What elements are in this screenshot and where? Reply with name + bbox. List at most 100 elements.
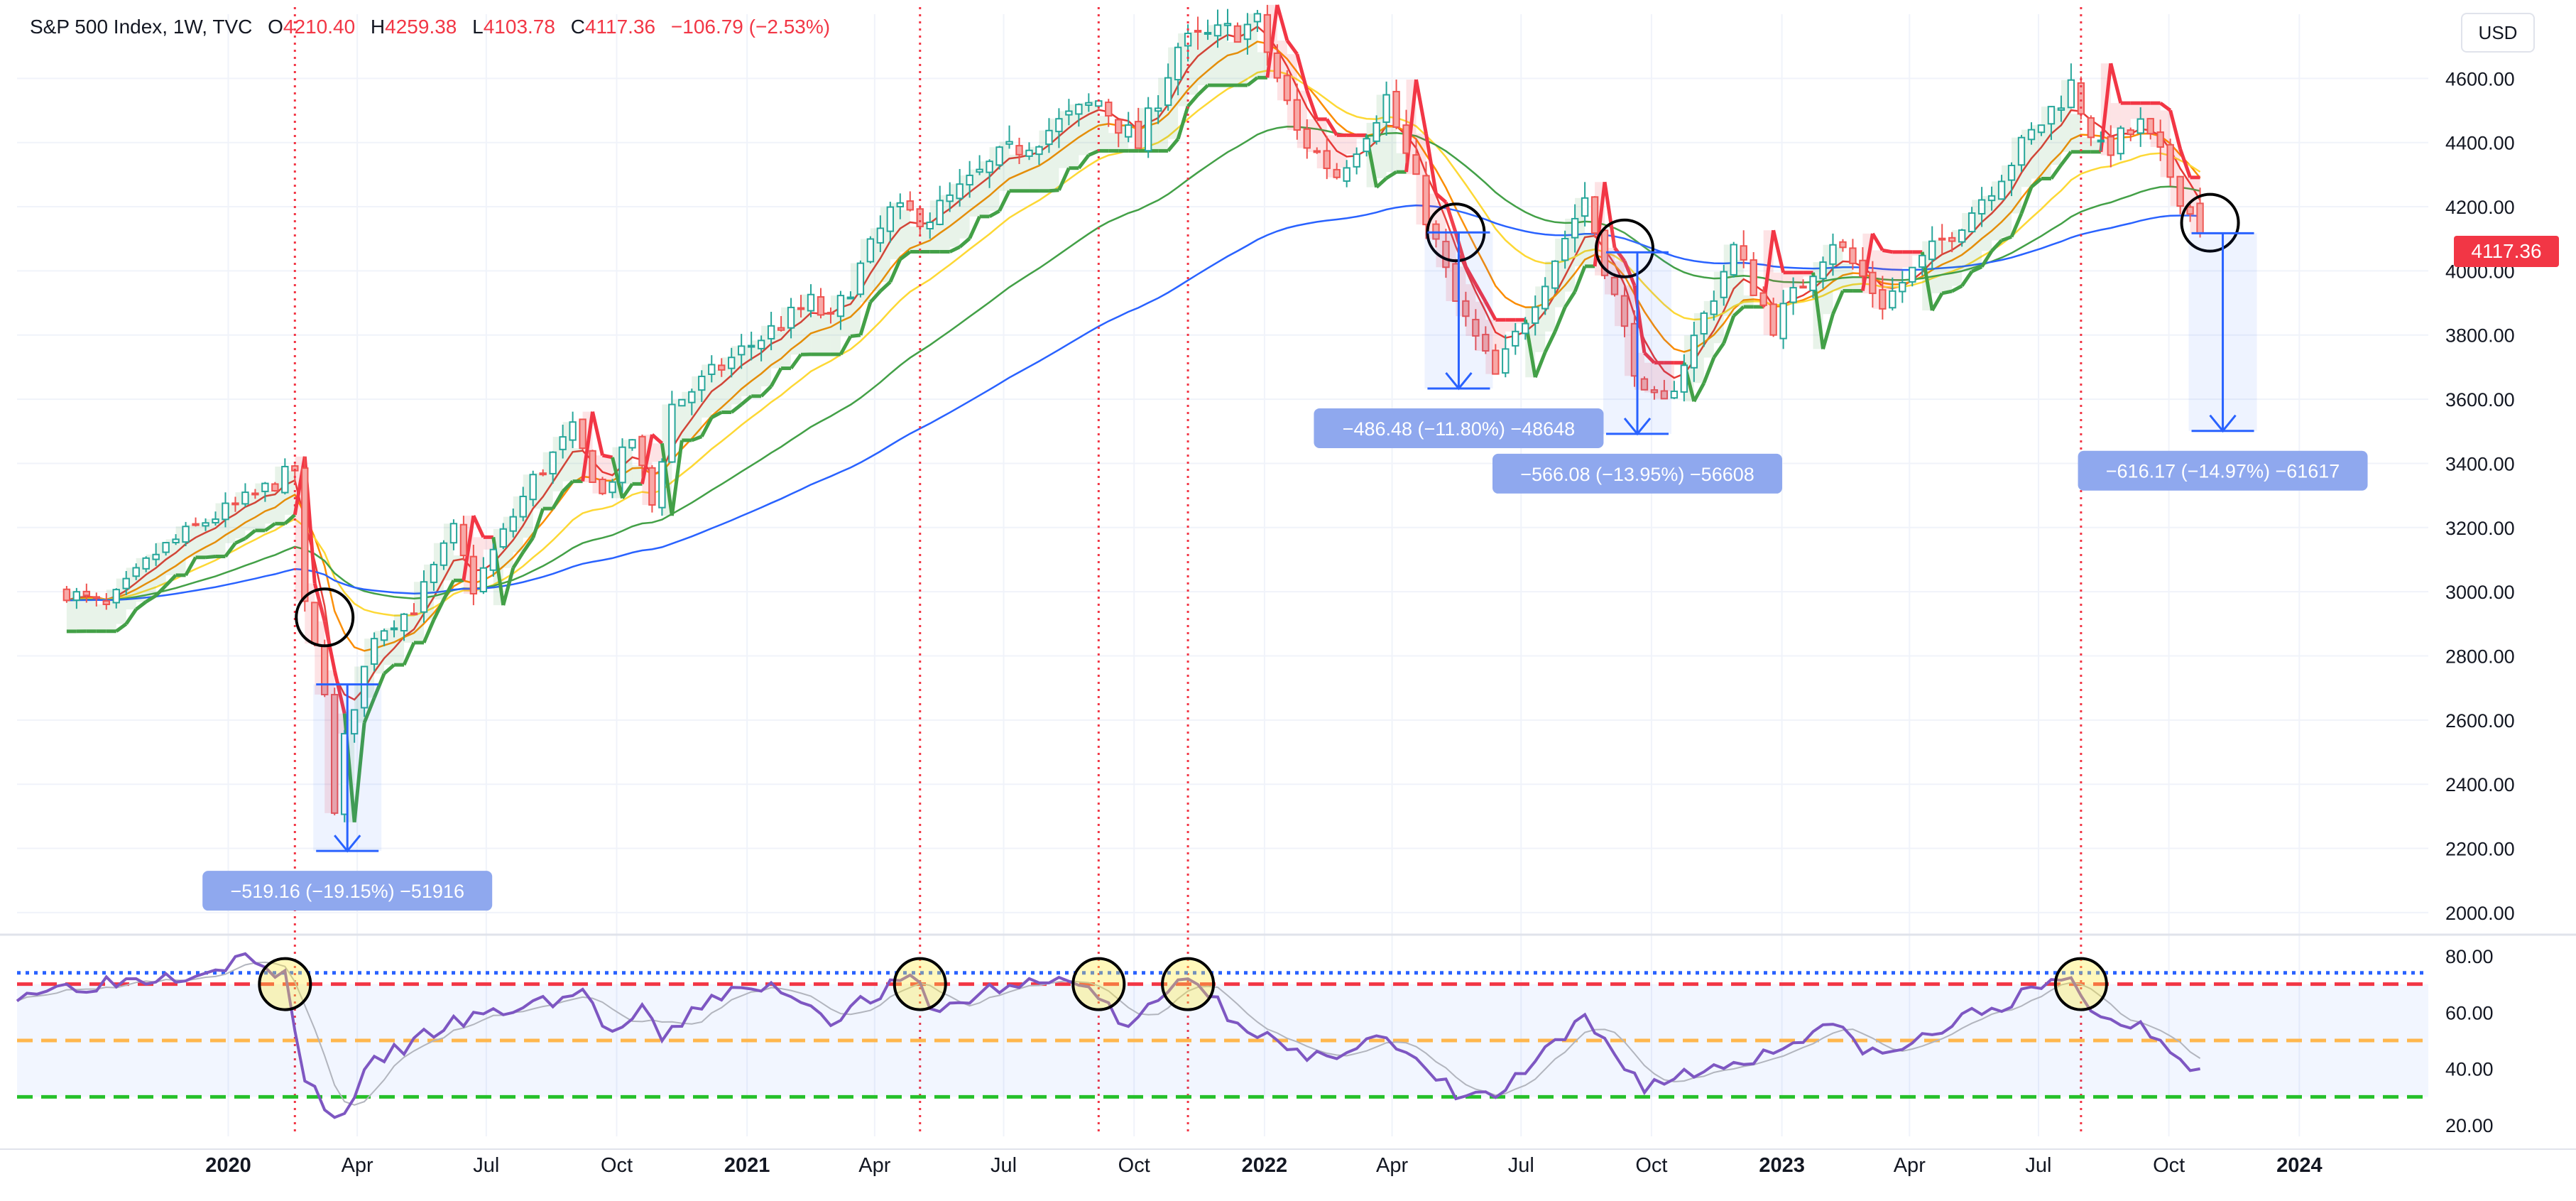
candle-body[interactable]	[1571, 217, 1579, 239]
candle-body[interactable]	[1789, 287, 1797, 303]
candle-body[interactable]	[132, 567, 140, 577]
candle-body[interactable]	[1422, 175, 1430, 226]
candle-body[interactable]	[1343, 167, 1350, 182]
candle-body[interactable]	[936, 200, 944, 225]
candle-body[interactable]	[112, 589, 120, 604]
candle-body[interactable]	[1909, 266, 1916, 283]
candle-body[interactable]	[946, 194, 954, 202]
candle-body[interactable]	[708, 364, 716, 375]
candle-body[interactable]	[1174, 46, 1182, 81]
candle-body[interactable]	[747, 344, 755, 348]
rsi-signal-circle[interactable]	[2053, 957, 2108, 1011]
candle-body[interactable]	[499, 528, 507, 548]
candle-body[interactable]	[2087, 117, 2095, 138]
candle-body[interactable]	[380, 630, 388, 641]
candle-body[interactable]	[767, 325, 775, 339]
candle-body[interactable]	[2017, 136, 2026, 166]
candle-body[interactable]	[1492, 349, 1500, 375]
candle-body[interactable]	[956, 183, 964, 200]
candle-body[interactable]	[1204, 31, 1212, 35]
candle-body[interactable]	[1125, 124, 1133, 138]
candle-body[interactable]	[728, 357, 736, 369]
candle-body[interactable]	[360, 665, 369, 709]
candle-body[interactable]	[370, 638, 378, 665]
candle-body[interactable]	[628, 439, 636, 449]
candle-body[interactable]	[995, 146, 1003, 166]
candle-body[interactable]	[192, 523, 200, 526]
candle-body[interactable]	[1561, 237, 1569, 261]
candle-body[interactable]	[846, 296, 855, 300]
price-range-measure[interactable]: −486.48 (−11.80%) −48648	[1314, 231, 1604, 448]
candle-body[interactable]	[2027, 129, 2036, 141]
candle-body[interactable]	[1233, 25, 1242, 43]
candle-body[interactable]	[2127, 129, 2134, 136]
candle-body[interactable]	[1948, 237, 1956, 242]
rsi-signal-circle[interactable]	[1161, 957, 1216, 1011]
candle-body[interactable]	[1660, 390, 1669, 400]
candle-body[interactable]	[1769, 303, 1777, 336]
candle-body[interactable]	[1243, 23, 1252, 40]
candle-body[interactable]	[1899, 282, 1906, 293]
candle-body[interactable]	[976, 168, 983, 173]
candle-body[interactable]	[529, 474, 537, 501]
candle-body[interactable]	[1889, 290, 1896, 309]
candle-body[interactable]	[440, 542, 448, 566]
candle-body[interactable]	[1829, 244, 1837, 265]
rsi-signal-circle[interactable]	[893, 957, 947, 1011]
candle-body[interactable]	[1839, 241, 1847, 249]
rsi-signal-circle[interactable]	[1071, 957, 1126, 1011]
candle-body[interactable]	[2097, 139, 2105, 143]
candle-body[interactable]	[400, 613, 408, 632]
candle-body[interactable]	[886, 206, 895, 232]
candle-body[interactable]	[2166, 143, 2174, 178]
candle-body[interactable]	[1263, 13, 1272, 53]
candle-body[interactable]	[608, 481, 616, 494]
candle-body[interactable]	[1879, 289, 1887, 310]
candle-body[interactable]	[489, 548, 498, 571]
candle-body[interactable]	[1144, 107, 1152, 152]
candle-body[interactable]	[1809, 276, 1817, 291]
price-range-measure[interactable]: −566.08 (−13.95%) −56608	[1492, 251, 1782, 494]
candle-body[interactable]	[1045, 129, 1053, 146]
candle-body[interactable]	[182, 526, 190, 543]
candle-body[interactable]	[469, 555, 478, 595]
candle-body[interactable]	[1055, 118, 1063, 133]
candle-body[interactable]	[1750, 259, 1757, 296]
candle-body[interactable]	[1779, 303, 1787, 339]
candle-body[interactable]	[1005, 141, 1013, 145]
candle-body[interactable]	[261, 482, 269, 492]
candle-body[interactable]	[1154, 107, 1162, 112]
candle-body[interactable]	[1412, 154, 1420, 175]
candle-body[interactable]	[1293, 99, 1301, 131]
candle-body[interactable]	[1353, 153, 1360, 168]
candle-body[interactable]	[906, 200, 914, 211]
candle-body[interactable]	[82, 590, 91, 597]
candle-body[interactable]	[122, 577, 130, 589]
candle-body[interactable]	[1333, 168, 1341, 178]
candle-body[interactable]	[1730, 244, 1737, 276]
candle-body[interactable]	[281, 465, 289, 494]
candle-body[interactable]	[1859, 259, 1867, 277]
candle-body[interactable]	[72, 591, 81, 602]
candle-body[interactable]	[1690, 335, 1698, 369]
candle-body[interactable]	[1610, 276, 1619, 295]
candle-body[interactable]	[916, 208, 924, 227]
candle-body[interactable]	[777, 327, 785, 331]
candle-body[interactable]	[1551, 260, 1559, 289]
candle-body[interactable]	[569, 421, 577, 441]
candle-body[interactable]	[479, 567, 488, 592]
candle-body[interactable]	[2136, 118, 2144, 134]
candle-body[interactable]	[559, 436, 567, 450]
candle-body[interactable]	[1115, 119, 1123, 134]
candle-body[interactable]	[1997, 180, 2006, 200]
candle-body[interactable]	[2156, 131, 2164, 148]
candle-body[interactable]	[1442, 241, 1450, 268]
crossover-circle[interactable]	[1595, 218, 1654, 278]
candle-body[interactable]	[102, 600, 110, 605]
candle-body[interactable]	[658, 461, 666, 509]
candle-body[interactable]	[1670, 390, 1679, 399]
candle-body[interactable]	[1313, 150, 1321, 153]
candle-body[interactable]	[718, 364, 726, 371]
candle-body[interactable]	[1472, 318, 1480, 337]
